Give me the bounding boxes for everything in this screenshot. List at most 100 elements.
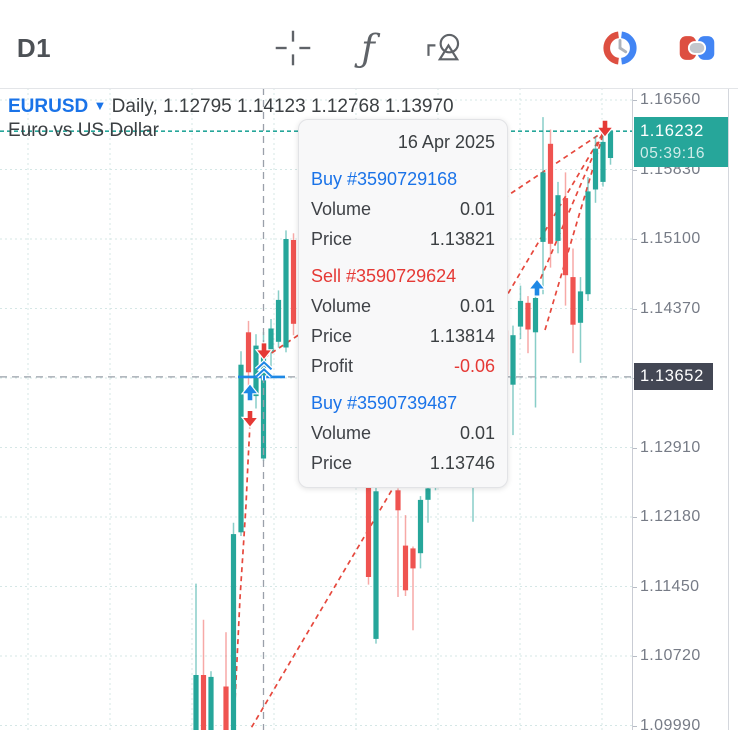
axis-tick-mark [633, 169, 637, 171]
crosshair-price-value: 1.13652 [640, 367, 704, 386]
tooltip-row: Profit -0.06 [311, 351, 495, 381]
candle-body [585, 191, 591, 295]
gridlines [0, 88, 632, 730]
objects-icon [427, 33, 460, 61]
candle-body [555, 195, 561, 241]
selected-position-marker-icon[interactable] [254, 359, 274, 381]
candle-body [283, 239, 289, 348]
axis-price-label: 1.10720 [640, 647, 701, 664]
line-from-bottom [232, 423, 251, 730]
candle-body [253, 345, 259, 397]
candle-body [402, 545, 409, 591]
price-axis[interactable]: 1.16232 05:39:16 1.13652 1.16560 1.15830 1… [632, 88, 738, 730]
tooltip-row: Volume 0.01 [311, 194, 495, 224]
trade-tooltip: 16 Apr 2025 Buy #3590729168 Volume 0.01 Pri… [298, 119, 508, 488]
crosshair-tool-button[interactable] [267, 24, 319, 72]
axis-tick-mark [633, 100, 637, 101]
tooltip-row-value: 0.01 [459, 423, 495, 443]
tooltip-row-label: Profit [311, 356, 354, 376]
top-toolbar: D1 ƒ [0, 0, 738, 89]
tooltip-row: Price 1.13821 [311, 224, 495, 254]
tooltip-row-label: Price [311, 453, 353, 473]
axis-price-label: 1.15100 [640, 230, 701, 247]
chart-header: EURUSD ▼ Daily, 1.12795 1.14123 1.12768 … [8, 94, 454, 143]
axis-tick-mark [633, 586, 637, 588]
crosshair-price-badge: 1.13652 [634, 363, 713, 391]
candle-body [395, 490, 401, 511]
one-click-trading-icon [679, 36, 715, 60]
sell-arrow-icon[interactable] [254, 342, 274, 361]
market-hours-button[interactable] [594, 24, 646, 72]
tooltip-row-value: 1.13821 [429, 229, 495, 249]
market-hours-icon [603, 31, 637, 65]
tooltip-row-label: Price [311, 229, 353, 249]
tooltip-date: 16 Apr 2025 [397, 132, 495, 152]
tooltip-row-label: Price [311, 326, 353, 346]
buy-arrow-icon[interactable] [527, 278, 547, 297]
from-buy-mid [536, 129, 605, 288]
axis-price-label: 1.09990 [640, 716, 701, 730]
tooltip-row: Price 1.13746 [311, 448, 495, 478]
buy-arrow-icon[interactable] [240, 382, 260, 402]
axis-tick-mark [633, 517, 637, 518]
one-click-trading-button[interactable] [671, 24, 723, 72]
candle-body [410, 548, 416, 569]
axis-price-label: 1.12180 [640, 508, 701, 525]
sell-arrow-icon[interactable] [240, 409, 260, 429]
axis-price-label: 1.16560 [640, 91, 701, 108]
candle-body [540, 172, 546, 242]
tooltip-row: Volume 0.01 [311, 291, 495, 321]
timeframe-label: D1 [16, 32, 52, 63]
tooltip-row-value: 1.13814 [429, 326, 495, 346]
candle-body [245, 332, 252, 373]
axis-price-label: 1.14370 [640, 299, 701, 317]
tooltip-row: Price 1.13814 [311, 321, 495, 351]
candle-body [577, 291, 584, 323]
candle-body [525, 302, 531, 330]
axis-tick-mark [633, 239, 637, 240]
symbol-selector[interactable]: EURUSD [8, 96, 89, 117]
crosshair-icon [275, 30, 311, 66]
function-icon: ƒ [361, 26, 375, 70]
indicators-button[interactable]: ƒ [342, 24, 394, 72]
timeframe-button[interactable]: D1 [8, 24, 60, 72]
candle-body [373, 491, 379, 639]
axis-tick-mark [633, 447, 637, 449]
candle-body [592, 148, 599, 190]
candle-body [200, 675, 207, 730]
tooltip-row: Volume 0.01 [311, 418, 495, 448]
candle-body [238, 364, 244, 533]
candle-body [268, 328, 274, 352]
axis-price-label: 1.12910 [640, 438, 701, 456]
tooltip-position-title: Sell #3590729624 [311, 266, 457, 286]
axis-price-label: 1.11450 [640, 577, 700, 595]
tooltip-row-value: 0.01 [459, 199, 495, 219]
candle-body [365, 458, 372, 577]
axis-tick-mark [633, 656, 637, 657]
candle-body [510, 335, 516, 385]
objects-button[interactable] [419, 24, 471, 72]
chevron-down-icon[interactable]: ▼ [93, 98, 107, 113]
symbol-description: Euro vs US Dollar [8, 120, 159, 141]
tooltip-row-label: Volume [311, 423, 372, 443]
current-price-badge: 1.16232 05:39:16 [634, 117, 728, 168]
axis-tick-mark [633, 725, 637, 727]
tooltip-row-value: -0.06 [453, 356, 495, 376]
tooltip-row-value: 0.01 [459, 296, 495, 316]
axis-right-border [728, 88, 729, 730]
sell-arrow-icon[interactable] [595, 119, 615, 139]
candle-body [600, 141, 606, 182]
current-price-time: 05:39:16 [640, 145, 706, 163]
candle-body [517, 300, 524, 327]
tooltip-position-title: Buy #3590729168 [311, 169, 458, 189]
candle-body [290, 240, 297, 324]
axis-tick-mark [633, 308, 637, 310]
candle-body [607, 131, 614, 158]
candle-body [417, 499, 424, 554]
candle-body [223, 686, 229, 730]
candle-body [230, 534, 237, 730]
ohlc-readout: Daily, 1.12795 1.14123 1.12768 1.13970 [111, 96, 454, 117]
tooltip-row-value: 1.13746 [429, 453, 495, 473]
